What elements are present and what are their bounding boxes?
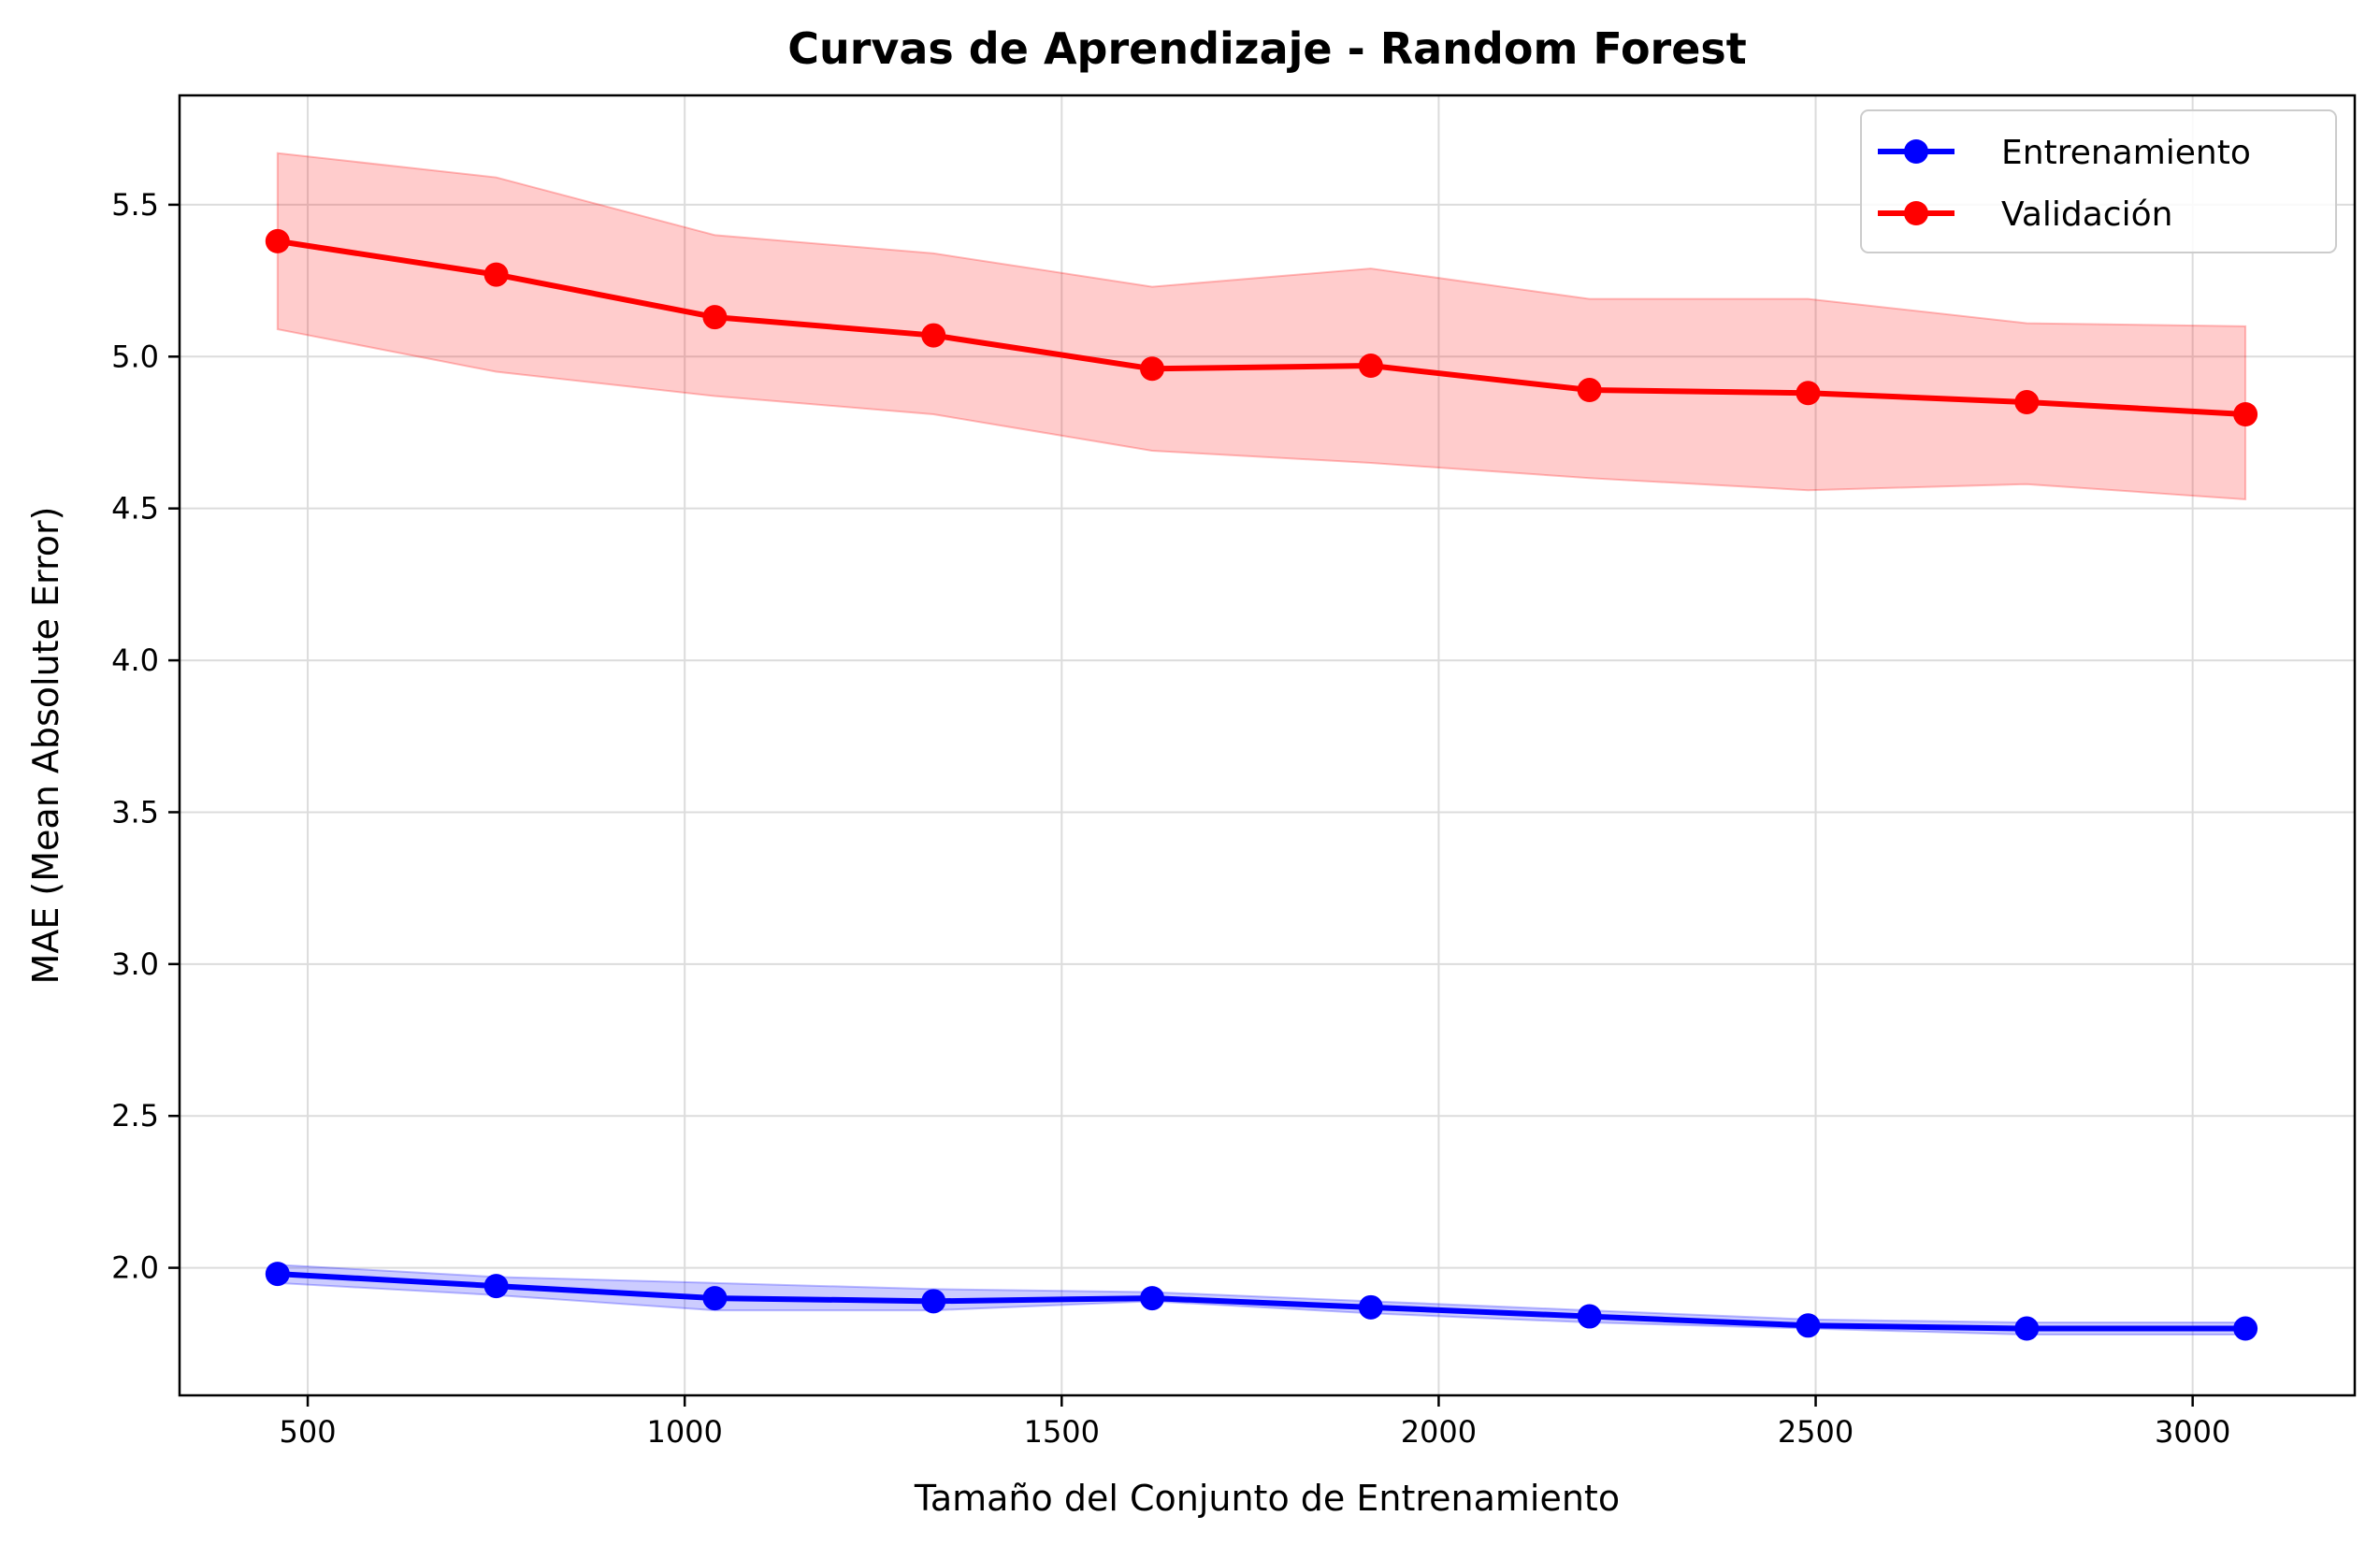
x-tick-label: 1000 (646, 1414, 722, 1450)
x-tick-label: 500 (280, 1414, 337, 1450)
legend-box (1860, 109, 2337, 253)
y-tick-label: 5.0 (111, 339, 159, 374)
legend-validation-label: Validación (2001, 195, 2172, 234)
validation-point (1796, 381, 1821, 406)
training-point (2014, 1316, 2040, 1341)
x-tick-label: 3000 (2155, 1414, 2230, 1450)
validation-point (265, 228, 290, 253)
validation-std-band (276, 152, 2247, 501)
training-point (1577, 1304, 1602, 1329)
series-lines (277, 238, 2246, 1332)
legend-validation-marker (1904, 201, 1928, 225)
legend-training-marker (1904, 139, 1928, 164)
training-point (1358, 1294, 1383, 1320)
x-tick-label: 2500 (1778, 1414, 1854, 1450)
y-axis-ticks: 2.0 2.5 3.0 3.5 4.0 4.5 5.0 5.5 (111, 187, 180, 1286)
y-tick-label: 4.5 (111, 491, 159, 527)
legend-training-label: Entrenamiento (2001, 134, 2251, 172)
training-line (277, 1271, 2246, 1332)
series-points (265, 228, 2258, 1341)
x-axis-label: Tamaño del Conjunto de Entrenamiento (914, 1478, 1620, 1519)
training-point (1140, 1286, 1165, 1311)
validation-point (1358, 354, 1383, 379)
training-point (702, 1286, 728, 1311)
validation-line (277, 238, 2246, 418)
validation-point (1577, 378, 1602, 403)
training-point (483, 1274, 509, 1299)
y-tick-label: 3.0 (111, 946, 159, 982)
training-point (265, 1262, 290, 1287)
y-axis-label: MAE (Mean Absolute Error) (25, 507, 66, 985)
training-point (1796, 1313, 1821, 1338)
grid-lines (180, 95, 2355, 1395)
validation-point (2233, 402, 2258, 427)
x-tick-label: 1500 (1024, 1414, 1100, 1450)
y-tick-label: 3.5 (111, 794, 159, 830)
x-axis-ticks: 500 1000 1500 2000 2500 3000 (280, 1395, 2230, 1450)
x-tick-label: 2000 (1401, 1414, 1477, 1450)
chart-title: Curvas de Aprendizaje - Random Forest (787, 23, 1747, 74)
legend: Entrenamiento Validación (1860, 109, 2337, 253)
validation-point (702, 305, 728, 330)
validation-point (921, 323, 946, 348)
validation-point (2014, 390, 2040, 415)
y-tick-label: 2.0 (111, 1250, 159, 1286)
plot-frame (178, 94, 2357, 1397)
y-tick-label: 2.5 (111, 1098, 159, 1133)
y-tick-label: 5.5 (111, 187, 159, 223)
validation-point (1140, 356, 1165, 382)
training-point (2233, 1316, 2258, 1341)
training-point (921, 1289, 946, 1314)
validation-point (483, 262, 509, 287)
y-tick-label: 4.0 (111, 643, 159, 678)
